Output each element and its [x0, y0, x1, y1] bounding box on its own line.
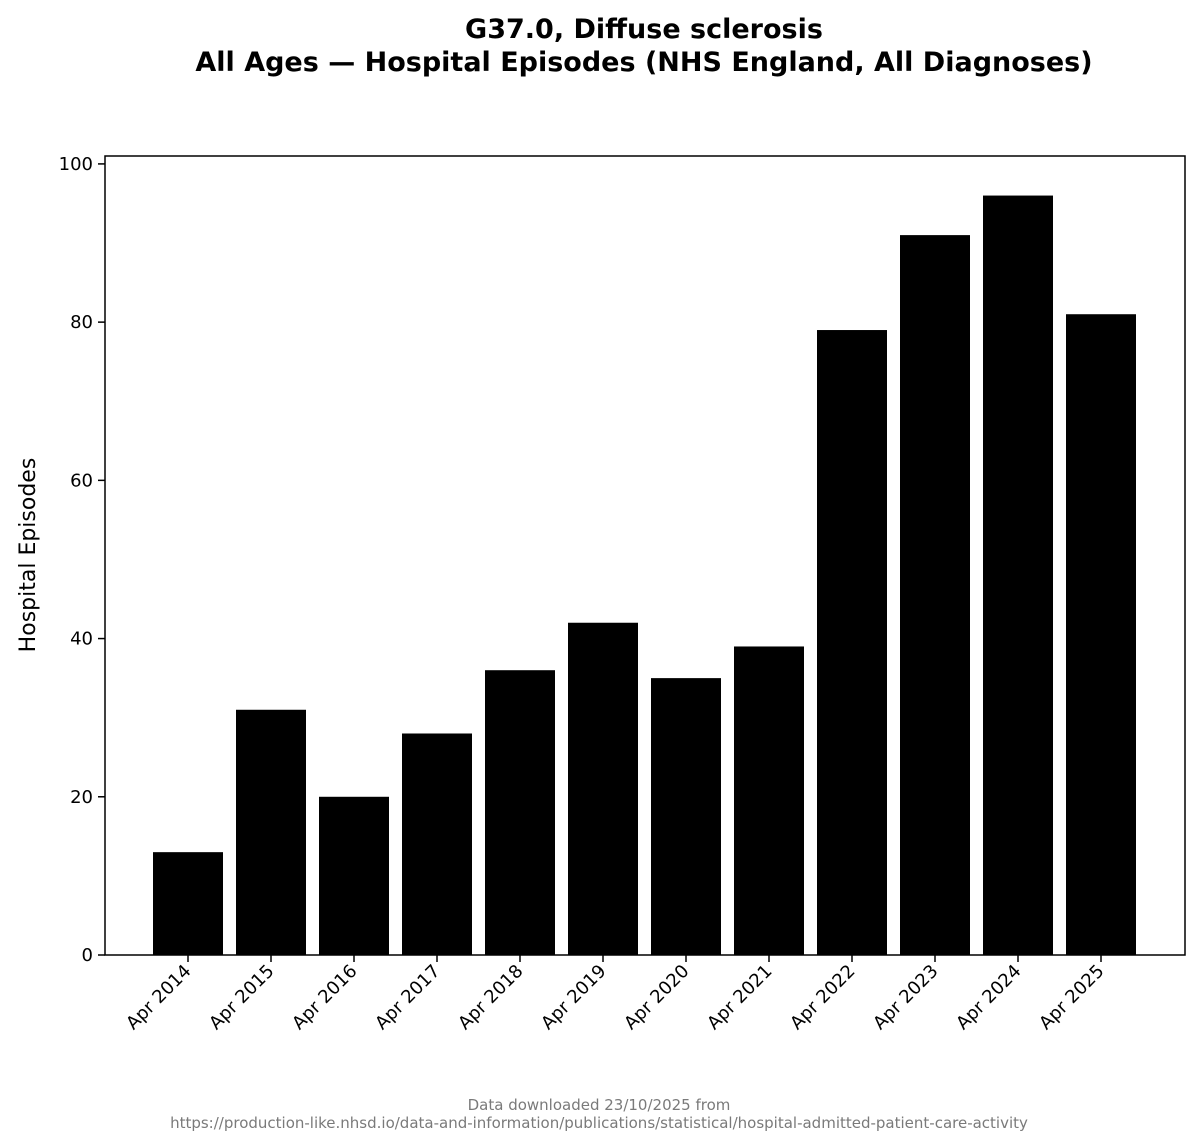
- y-tick-label-100: 100: [59, 154, 93, 175]
- x-tick-label-apr-2021: Apr 2021: [703, 961, 776, 1034]
- y-tick-label-40: 40: [70, 629, 93, 650]
- bar-apr-2018: [485, 670, 555, 955]
- bar-apr-2014: [153, 852, 223, 955]
- plot-frame: [104, 155, 1186, 956]
- bar-apr-2015: [236, 709, 306, 955]
- x-tick-label-apr-2020: Apr 2020: [620, 961, 693, 1034]
- x-tick-label-apr-2024: Apr 2024: [952, 961, 1025, 1034]
- x-tick-label-apr-2018: Apr 2018: [454, 961, 527, 1034]
- bar-apr-2025: [1066, 314, 1136, 955]
- bar-apr-2021: [734, 646, 804, 955]
- x-tick-label-apr-2017: Apr 2017: [371, 961, 444, 1034]
- bar-apr-2017: [402, 733, 472, 955]
- y-tick-label-20: 20: [70, 787, 93, 808]
- bar-apr-2016: [319, 796, 389, 955]
- bar-apr-2019: [568, 622, 638, 955]
- x-tick-label-apr-2015: Apr 2015: [205, 961, 278, 1034]
- bar-apr-2022: [817, 330, 887, 955]
- x-tick-label-apr-2025: Apr 2025: [1035, 961, 1108, 1034]
- footer-source-line-1: Data downloaded 23/10/2025 from: [468, 1096, 731, 1114]
- x-tick-label-apr-2019: Apr 2019: [537, 961, 610, 1034]
- y-axis: 0 20 40 60 80 100: [59, 154, 105, 966]
- bar-apr-2024: [983, 195, 1053, 956]
- bar-apr-2023: [900, 235, 970, 956]
- x-tick-label-apr-2014: Apr 2014: [122, 961, 195, 1034]
- x-axis: Apr 2014 Apr 2015 Apr 2016 Apr 2017 Apr 2018…: [122, 955, 1109, 1034]
- y-tick-label-60: 60: [70, 470, 93, 491]
- bars-group: [153, 195, 1136, 956]
- footer-source-line-2: https://production-like.nhsd.io/data-and…: [170, 1114, 1028, 1132]
- x-tick-label-apr-2022: Apr 2022: [786, 961, 859, 1034]
- x-tick-label-apr-2023: Apr 2023: [869, 961, 942, 1034]
- bar-apr-2020: [651, 678, 721, 955]
- y-tick-label-0: 0: [82, 945, 93, 966]
- chart-subtitle: All Ages — Hospital Episodes (NHS Englan…: [195, 47, 1092, 78]
- x-tick-label-apr-2016: Apr 2016: [288, 961, 361, 1034]
- y-axis-label: Hospital Episodes: [16, 458, 41, 653]
- y-tick-label-80: 80: [70, 312, 93, 333]
- chart-title: G37.0, Diffuse sclerosis: [465, 14, 823, 45]
